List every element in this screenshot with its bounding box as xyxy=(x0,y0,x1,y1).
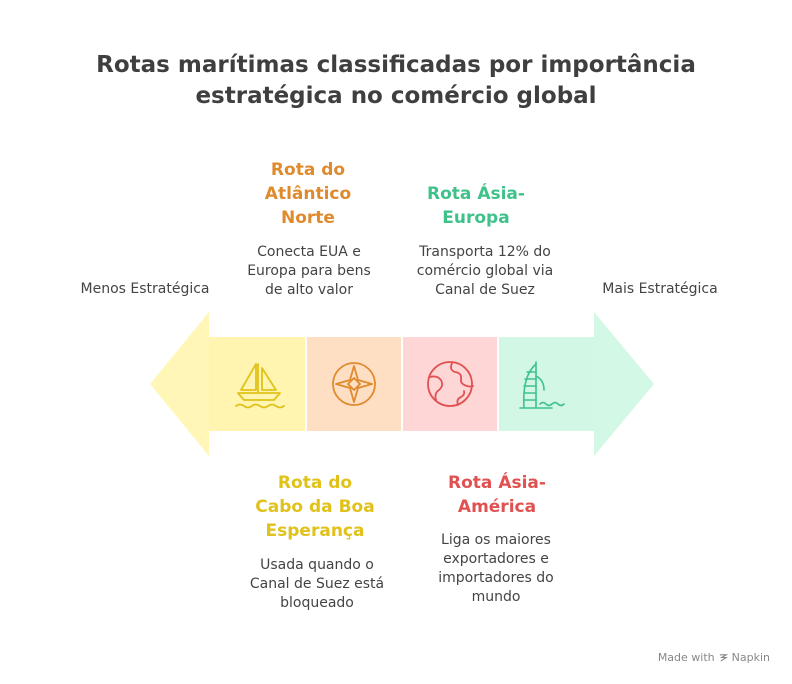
segment-cape-route xyxy=(209,337,305,431)
title-line-1: Rotas marítimas classificadas por import… xyxy=(96,52,696,78)
cape-route-heading-line-1: Rota do xyxy=(277,473,353,493)
asia-europe-heading: Rota Ásia- Europa xyxy=(391,182,561,230)
asia-america-description: Liga os maiores exportadores e importado… xyxy=(411,531,581,607)
asia-europe-description: Transporta 12% do comércio global via Ca… xyxy=(400,243,570,300)
napkin-credit[interactable]: Made with Napkin xyxy=(658,651,770,664)
north-atlantic-heading-line-2: Atlântico xyxy=(264,184,352,204)
asia-america-description-line-2: exportadores e xyxy=(443,551,549,567)
asia-america-heading-line-1: Rota Ásia- xyxy=(448,473,546,493)
north-atlantic-description-line-3: de alto valor xyxy=(265,282,353,298)
napkin-logo-icon xyxy=(719,654,728,662)
asia-america-heading: Rota Ásia- América xyxy=(412,471,582,519)
asia-europe-description-line-1: Transporta 12% do xyxy=(419,244,551,260)
north-atlantic-description: Conecta EUA e Europa para bens de alto v… xyxy=(224,243,394,300)
north-atlantic-heading: Rota do Atlântico Norte xyxy=(223,158,393,230)
cape-route-description-line-2: Canal de Suez está xyxy=(249,576,385,592)
segment-asia-america xyxy=(403,337,497,431)
napkin-brand-text: Napkin xyxy=(731,651,770,664)
asia-europe-description-line-2: comércio global via xyxy=(416,263,554,279)
asia-europe-heading-line-2: Europa xyxy=(442,208,510,228)
page-title: Rotas marítimas classificadas por import… xyxy=(60,50,732,112)
north-atlantic-heading-line-3: Norte xyxy=(281,208,335,228)
asia-europe-description-line-3: Canal de Suez xyxy=(435,282,535,298)
segment-north-atlantic xyxy=(307,337,401,431)
asia-america-description-line-3: importadores do xyxy=(438,570,554,586)
asia-america-heading-line-2: América xyxy=(457,497,537,517)
made-with-text: Made with xyxy=(657,651,715,664)
cape-route-description: Usada quando o Canal de Suez está bloque… xyxy=(232,556,402,613)
compass-rose-icon xyxy=(332,362,376,406)
north-atlantic-description-line-2: Europa para bens xyxy=(247,263,371,279)
north-atlantic-description-line-1: Conecta EUA e xyxy=(257,244,361,260)
cape-route-heading: Rota do Cabo da Boa Esperança xyxy=(230,471,400,543)
segment-asia-europe xyxy=(499,337,594,431)
burj-al-arab-icon xyxy=(519,361,565,409)
right-arrowhead xyxy=(594,312,654,456)
left-arrowhead xyxy=(150,312,209,456)
asia-america-description-line-1: Liga os maiores xyxy=(441,532,551,548)
asia-europe-heading-line-1: Rota Ásia- xyxy=(427,184,525,204)
title-line-2: estratégica no comércio global xyxy=(195,83,597,109)
more-strategic-label: Mais Estratégica xyxy=(602,281,718,297)
asia-america-description-line-4: mundo xyxy=(471,589,521,605)
cape-route-heading-line-3: Esperança xyxy=(265,521,365,541)
sailboat-icon xyxy=(235,363,285,409)
globe-icon xyxy=(427,361,474,407)
cape-route-heading-line-2: Cabo da Boa xyxy=(255,497,375,517)
less-strategic-label: Menos Estratégica xyxy=(80,281,210,297)
cape-route-description-line-3: bloqueado xyxy=(280,595,354,611)
north-atlantic-heading-line-1: Rota do xyxy=(270,160,346,180)
cape-route-description-line-1: Usada quando o xyxy=(260,557,374,573)
